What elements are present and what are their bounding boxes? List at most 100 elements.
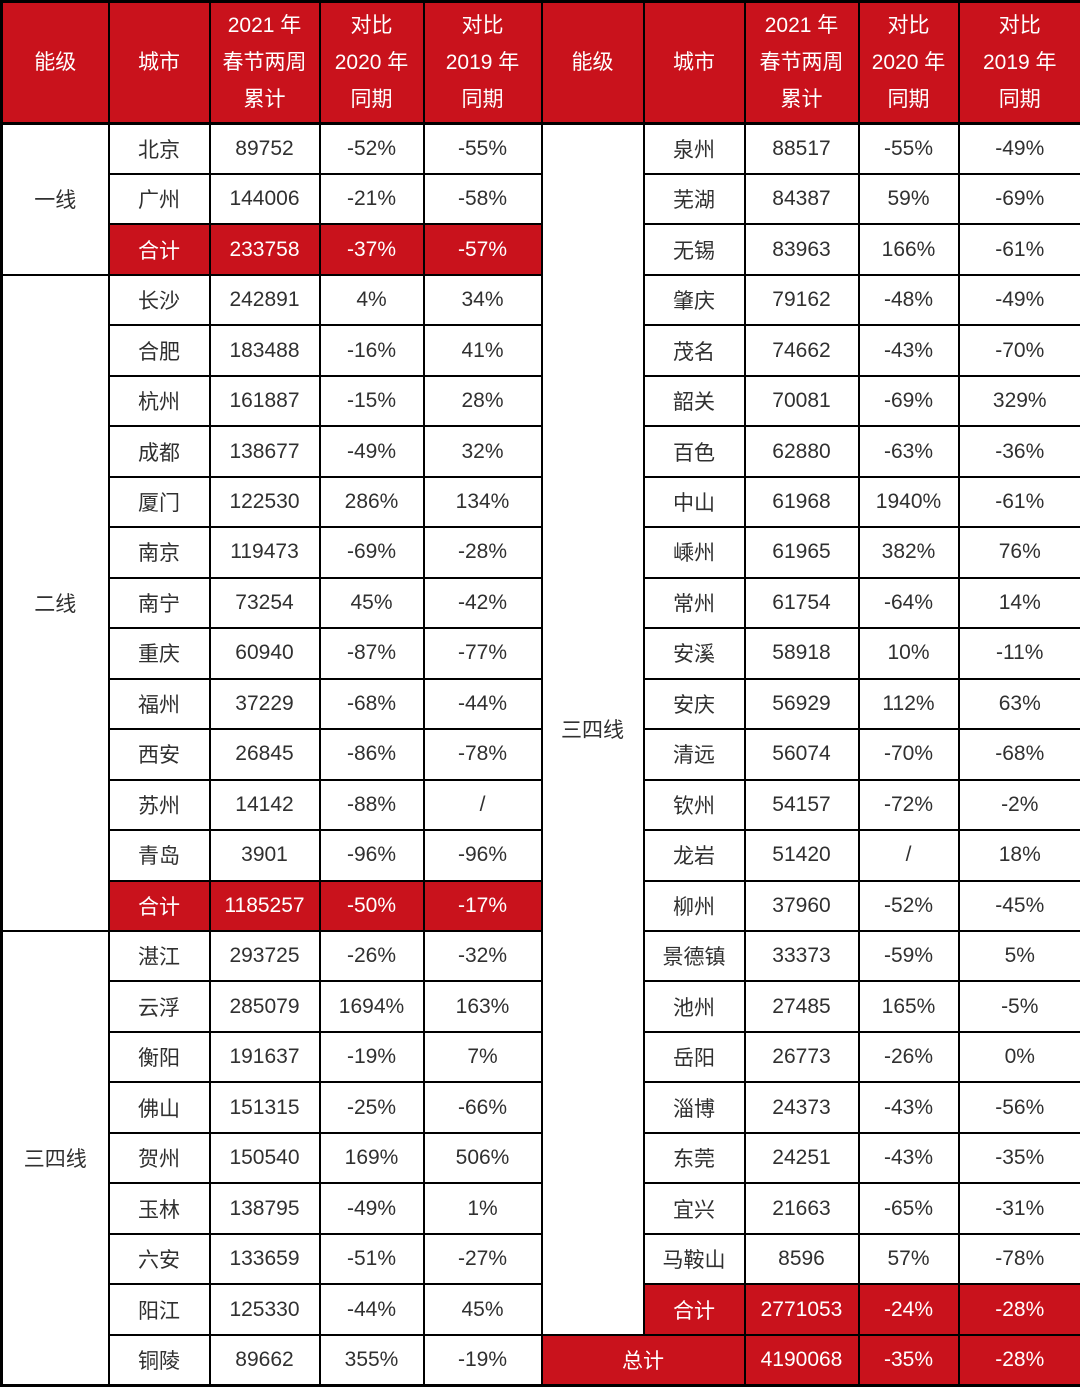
table-row: 合计 1185257 -50% -17% 柳州 37960 -52% -45% — [2, 879, 1080, 933]
total-cum-cell: 233758 — [208, 223, 321, 276]
city-city-cell: 南宁 — [107, 576, 211, 630]
city-city-cell: 钦州 — [642, 778, 746, 832]
table-row: 铜陵 89662 355% -19% 总计 4190068 -35% -28% — [2, 1333, 1080, 1387]
city-city-cell: 云浮 — [107, 980, 211, 1033]
header-cell-city: 城市 — [107, 0, 211, 125]
header-line: 2019 年 — [445, 51, 520, 74]
header-line: 城市 — [138, 51, 180, 74]
tier-cell: 二线 — [0, 273, 110, 933]
city-vs2020-cell: / — [857, 829, 960, 882]
header-cell-tier: 能级 — [540, 0, 645, 125]
city-vs2019-cell: -49% — [957, 122, 1080, 175]
city-vs2019-cell: -55% — [422, 122, 543, 175]
city-city-cell: 贺州 — [107, 1131, 211, 1185]
header-cell-cum2021: 2021 年春节两周 累计 — [743, 0, 860, 125]
city-cum-cell: 293725 — [208, 929, 321, 983]
city-cum-cell: 61965 — [743, 526, 860, 579]
city-cum-cell: 37229 — [208, 677, 321, 731]
city-vs2019-cell: 1% — [422, 1182, 543, 1235]
city-cum-cell: 60940 — [208, 627, 321, 680]
city-cum-cell: 74662 — [743, 324, 860, 377]
city-vs2020-cell: -49% — [318, 1182, 425, 1235]
table-row: 杭州 161887 -15% 28% 韶关 70081 -69% 329% — [2, 374, 1080, 428]
city-cum-cell: 61754 — [743, 576, 860, 630]
grand-total-vs2020-cell: -35% — [857, 1333, 960, 1387]
city-city-cell: 岳阳 — [642, 1030, 746, 1084]
city-city-cell: 宜兴 — [642, 1182, 746, 1235]
city-vs2019-cell: -5% — [957, 980, 1080, 1033]
city-cum-cell: 73254 — [208, 576, 321, 630]
city-vs2019-cell: 41% — [422, 324, 543, 377]
city-cum-cell: 24373 — [743, 1081, 860, 1134]
city-vs2020-cell: -87% — [318, 627, 425, 680]
city-vs2020-cell: 169% — [318, 1131, 425, 1185]
city-city-cell: 安庆 — [642, 677, 746, 731]
table-row: 南宁 73254 45% -42% 常州 61754 -64% 14% — [2, 576, 1080, 630]
city-cum-cell: 56929 — [743, 677, 860, 731]
city-city-cell: 中山 — [642, 475, 746, 529]
city-vs2019-cell: 34% — [422, 273, 543, 327]
city-city-cell: 肇庆 — [642, 273, 746, 327]
city-city-cell: 池州 — [642, 980, 746, 1033]
city-vs2019-cell: -77% — [422, 627, 543, 680]
header-line: 2021 年 — [227, 14, 302, 37]
header-cell-tier: 能级 — [0, 0, 110, 125]
city-vs2020-cell: 10% — [857, 627, 960, 680]
city-cum-cell: 89752 — [208, 122, 321, 175]
city-vs2019-cell: -70% — [957, 324, 1080, 377]
city-vs2020-cell: -26% — [318, 929, 425, 983]
city-vs2019-cell: 5% — [957, 929, 1080, 983]
city-cum-cell: 144006 — [208, 172, 321, 226]
city-vs2020-cell: -52% — [857, 879, 960, 933]
city-vs2020-cell: 1694% — [318, 980, 425, 1033]
header-line: 同期 — [887, 88, 930, 111]
city-city-cell: 龙岩 — [642, 829, 746, 882]
city-vs2019-cell: 28% — [422, 374, 543, 428]
city-vs2020-cell: -86% — [318, 728, 425, 781]
city-city-cell: 杭州 — [107, 374, 211, 428]
city-vs2020-cell: -96% — [318, 829, 425, 882]
city-cum-cell: 138795 — [208, 1182, 321, 1235]
city-cum-cell: 89662 — [208, 1333, 321, 1387]
city-vs2020-cell: 59% — [857, 172, 960, 226]
city-vs2020-cell: -64% — [857, 576, 960, 630]
table-row: 广州 144006 -21% -58% 芜湖 84387 59% -69% — [2, 172, 1080, 226]
city-city-cell: 南京 — [107, 526, 211, 579]
city-city-cell: 苏州 — [107, 778, 211, 832]
city-vs2020-cell: 165% — [857, 980, 960, 1033]
city-vs2020-cell: -88% — [318, 778, 425, 832]
table-header: 能级 城市 2021 年春节两周 累计 对比 2020 年同期 对比 2019 年同期 能级 城市… — [0, 0, 1080, 125]
city-city-cell: 长沙 — [107, 273, 211, 327]
table-body: 一线 北京 89752 -52% -55% 三四线 泉州 88517 -55% -49% 广州 144… — [0, 122, 1080, 1387]
city-city-cell: 安溪 — [642, 627, 746, 680]
header-cell-cum2021: 2021 年春节两周 累计 — [208, 0, 321, 125]
city-cum-cell: 161887 — [208, 374, 321, 428]
city-city-cell: 青岛 — [107, 829, 211, 882]
table-row: 阳江 125330 -44% 45% 合计 2771053 -24% -28% — [2, 1283, 1080, 1336]
table-row: 六安 133659 -51% -27% 马鞍山 8596 57% -78% — [2, 1232, 1080, 1286]
city-vs2020-cell: -25% — [318, 1081, 425, 1134]
city-vs2019-cell: 163% — [422, 980, 543, 1033]
header-line: 同期 — [461, 88, 504, 111]
city-vs2020-cell: -51% — [318, 1232, 425, 1286]
city-vs2019-cell: -27% — [422, 1232, 543, 1286]
city-cum-cell: 150540 — [208, 1131, 321, 1185]
city-vs2019-cell: -19% — [422, 1333, 543, 1387]
header-line: 2019 年 — [982, 51, 1057, 74]
table-row: 西安 26845 -86% -78% 清远 56074 -70% -68% — [2, 728, 1080, 781]
table-row: 合计 233758 -37% -57% 无锡 83963 166% -61% — [2, 223, 1080, 276]
city-city-cell: 合肥 — [107, 324, 211, 377]
table-row: 佛山 151315 -25% -66% 淄博 24373 -43% -56% — [2, 1081, 1080, 1134]
total-vs2019-cell: -17% — [422, 879, 543, 933]
city-vs2019-cell: / — [422, 778, 543, 832]
city-vs2020-cell: -72% — [857, 778, 960, 832]
city-vs2019-cell: 14% — [957, 576, 1080, 630]
city-vs2020-cell: -43% — [857, 1081, 960, 1134]
city-vs2019-cell: -32% — [422, 929, 543, 983]
city-city-cell: 六安 — [107, 1232, 211, 1286]
tier-cell: 三四线 — [540, 122, 645, 1336]
city-vs2019-cell: 45% — [422, 1283, 543, 1336]
city-city-cell: 衡阳 — [107, 1030, 211, 1084]
total-vs2020-cell: -37% — [318, 223, 425, 276]
city-vs2020-cell: -43% — [857, 324, 960, 377]
